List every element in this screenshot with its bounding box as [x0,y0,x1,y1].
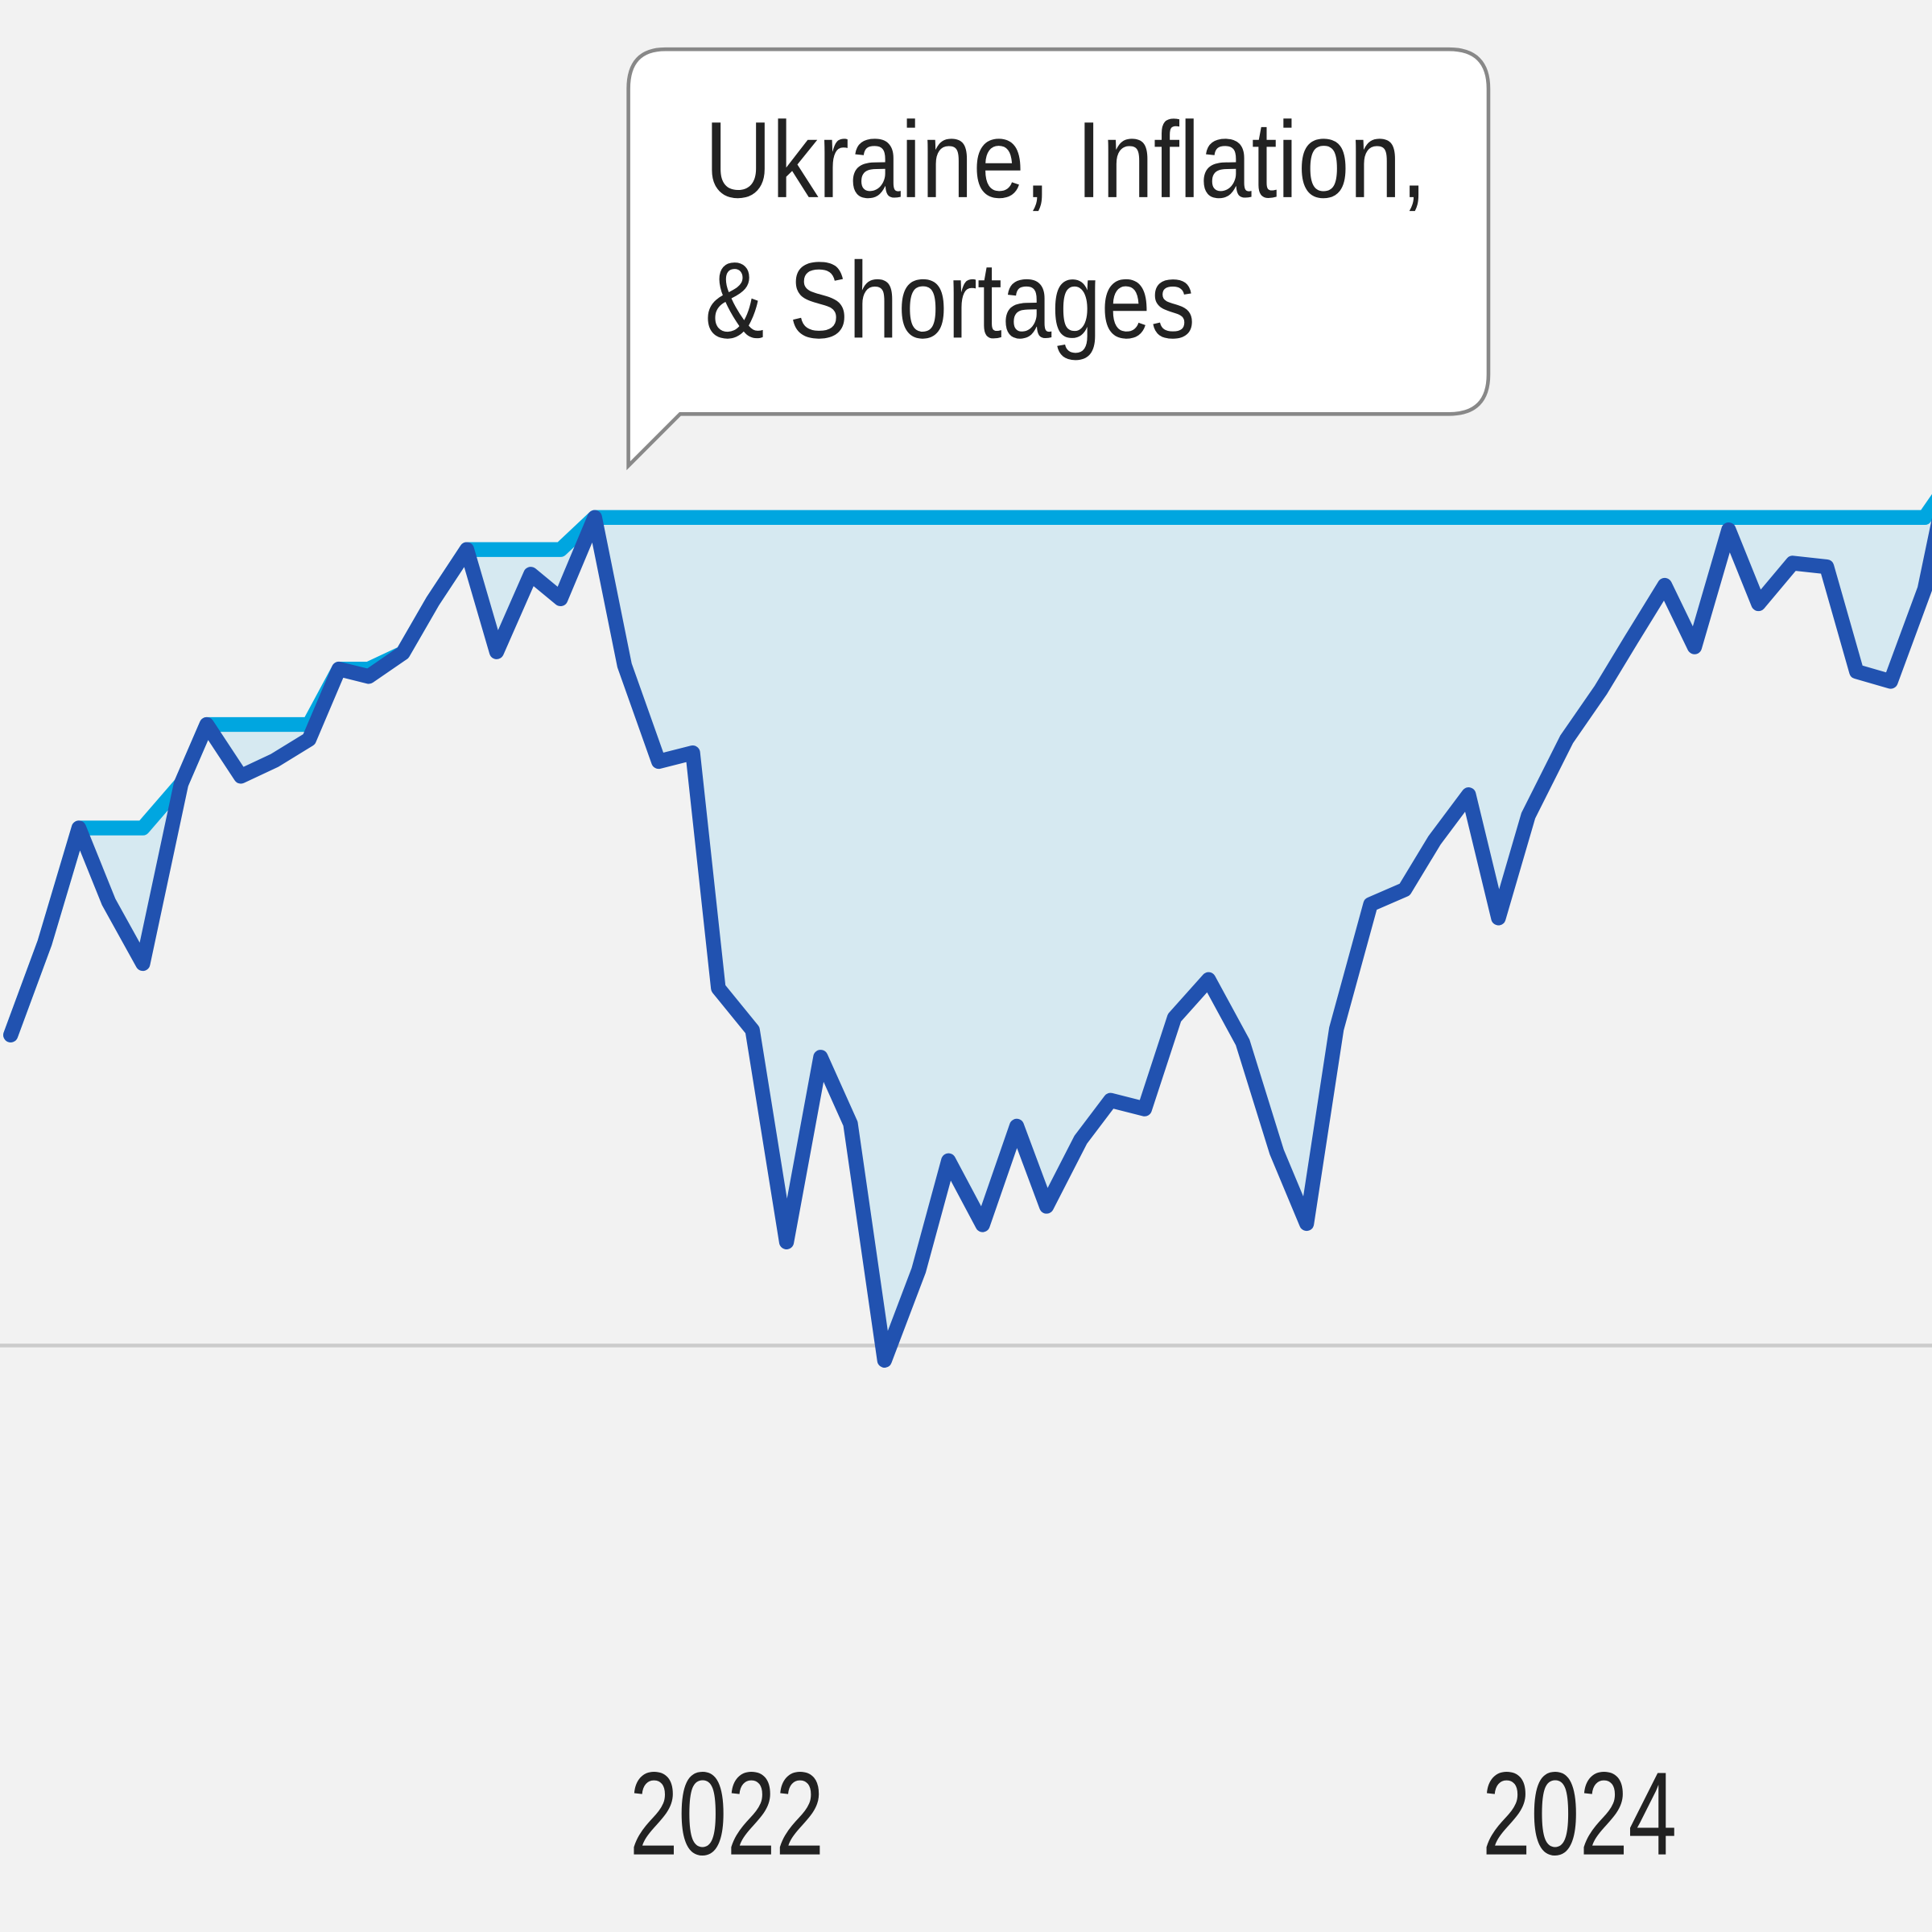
plot-area [3,493,1932,1368]
drawdown-area [10,506,1932,1360]
x-tick-label: 2024 [1482,1748,1677,1880]
series-line [3,510,1932,1368]
annotation: Ukraine, Inflation, [705,99,1427,221]
x-tick-label: 2022 [630,1748,824,1880]
callout-box [626,47,1491,471]
annotation: & Shortages [705,239,1195,361]
